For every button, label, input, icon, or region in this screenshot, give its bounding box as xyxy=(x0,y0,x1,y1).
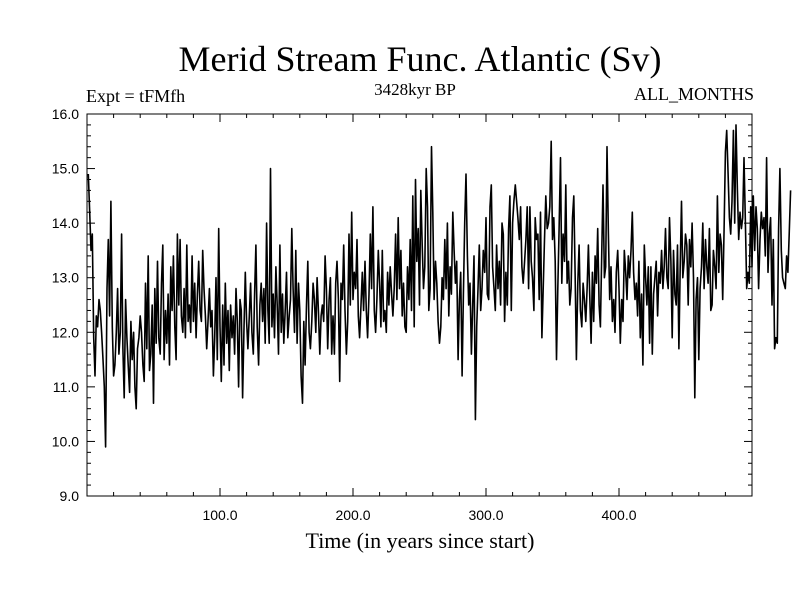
axes-group xyxy=(86,113,753,497)
series-group xyxy=(87,124,792,448)
plot-frame xyxy=(86,113,753,497)
y-tick-label: 12.0 xyxy=(52,324,79,340)
series-line xyxy=(87,124,792,448)
y-tick-label: 13.0 xyxy=(52,270,79,286)
y-tick-label: 16.0 xyxy=(52,106,79,122)
y-tick-label: 10.0 xyxy=(52,433,79,449)
x-tick-label: 300.0 xyxy=(468,507,503,523)
experiment-label: Expt = tFMfh xyxy=(86,86,186,106)
y-tick-label: 9.0 xyxy=(60,488,80,504)
chart-title: Merid Stream Func. Atlantic (Sv) xyxy=(178,39,662,79)
months-label: ALL_MONTHS xyxy=(634,84,754,104)
tick-labels-group: 9.0 10.0 11.0 12.0 13.0 14.0 15.0 16.0 100.0 200.… xyxy=(52,106,637,523)
chart-subtitle: 3428kyr BP xyxy=(374,80,456,99)
y-tick-label: 15.0 xyxy=(52,161,79,177)
y-tick-label: 11.0 xyxy=(53,379,79,395)
x-tick-label: 400.0 xyxy=(601,507,636,523)
ticks-group xyxy=(87,113,752,497)
x-tick-label: 200.0 xyxy=(335,507,370,523)
y-tick-label: 14.0 xyxy=(52,215,79,231)
x-tick-label: 100.0 xyxy=(202,507,237,523)
x-axis-label: Time (in years since start) xyxy=(305,528,535,553)
